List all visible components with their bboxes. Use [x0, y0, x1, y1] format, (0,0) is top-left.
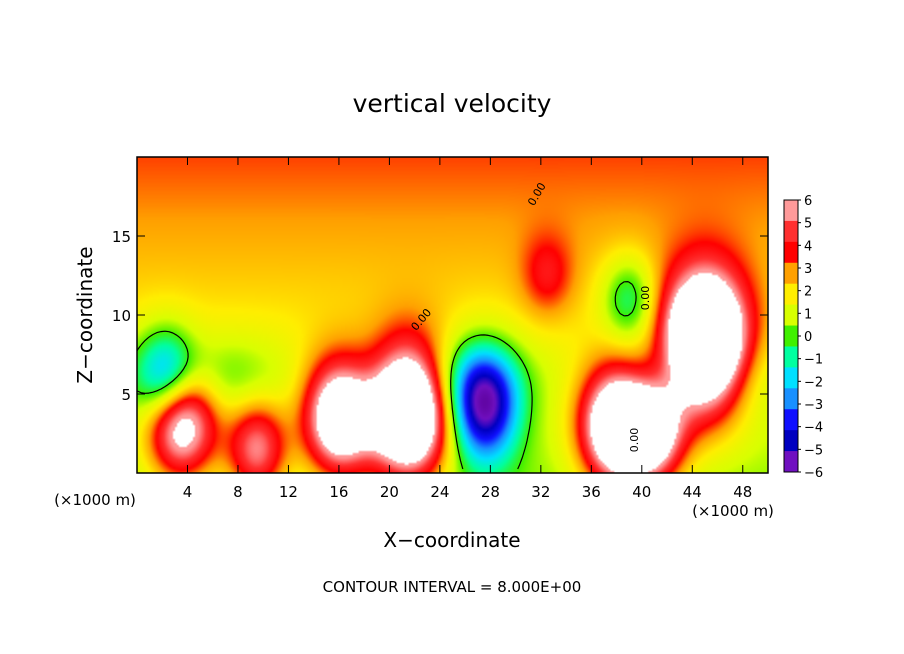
colorbar-label: −6	[804, 466, 823, 481]
x-unit-label-left: (×1000 m)	[54, 491, 136, 509]
y-tick-label: 15	[112, 228, 131, 246]
colorbar-label: −1	[804, 353, 823, 368]
colorbar-label: −3	[804, 398, 823, 413]
colorbar-label: 0	[804, 330, 812, 345]
x-tick-label: 20	[380, 483, 399, 501]
x-tick-label: 28	[481, 483, 500, 501]
colorbar-label: 6	[804, 194, 812, 209]
x-unit-label-right: (×1000 m)	[692, 502, 774, 520]
x-axis-label: X−coordinate	[383, 528, 520, 552]
colorbar-swatch	[784, 241, 798, 264]
x-tick-label: 48	[733, 483, 752, 501]
colorbar-swatch	[784, 409, 798, 431]
x-tick-label: 4	[183, 483, 193, 501]
zero-contour-line	[137, 281, 637, 470]
colorbar-label: 3	[804, 262, 812, 277]
x-tick-label: 44	[683, 483, 702, 501]
x-tick-label: 24	[430, 483, 449, 501]
contour-label: 0.00	[639, 286, 652, 311]
colorbar-label: −5	[804, 443, 823, 458]
velocity-field	[137, 157, 768, 473]
colorbar-swatch	[784, 367, 798, 389]
x-axis-ticks: 4 8 12 16 20 24 28 32 36 40 44 48	[183, 157, 752, 501]
colorbar-swatch	[784, 304, 798, 327]
colorbar-swatch	[784, 346, 798, 368]
colorbar-swatch	[784, 325, 798, 347]
y-tick-label: 10	[112, 307, 131, 325]
colorbar-swatch	[784, 430, 798, 452]
plot-area: 0.000.000.000.00	[136, 156, 769, 474]
chart-title: vertical velocity	[353, 89, 552, 118]
x-tick-label: 16	[329, 483, 348, 501]
y-axis-label: Z−coordinate	[73, 246, 97, 383]
colorbar-label: −2	[804, 375, 823, 390]
colorbar-swatch	[784, 451, 798, 473]
colorbar-swatch	[784, 220, 798, 243]
x-tick-label: 36	[582, 483, 601, 501]
y-tick-label: 5	[121, 386, 131, 404]
colorbar-label: 5	[804, 217, 812, 232]
colorbar-swatch	[784, 283, 798, 306]
x-tick-label: 40	[632, 483, 651, 501]
colorbar-label: 1	[804, 307, 812, 322]
x-tick-label: 12	[279, 483, 298, 501]
contour-interval-note: CONTOUR INTERVAL = 8.000E+00	[323, 578, 582, 596]
y-axis-ticks: 5 10 15	[112, 228, 768, 404]
colorbar-swatch	[784, 200, 798, 222]
colorbar-swatch	[784, 388, 798, 410]
colorbar-label: 4	[804, 239, 812, 254]
colorbar-label: −4	[804, 421, 823, 436]
x-tick-label: 8	[233, 483, 243, 501]
colorbar-label: 2	[804, 285, 812, 300]
contour-label: 0.00	[628, 428, 641, 453]
x-tick-label: 32	[531, 483, 550, 501]
colorbar-swatch	[784, 262, 798, 285]
colorbar: 6 5 4 3 2 1 0 −1 −2 −3 −4 −5 −6	[783, 194, 823, 481]
